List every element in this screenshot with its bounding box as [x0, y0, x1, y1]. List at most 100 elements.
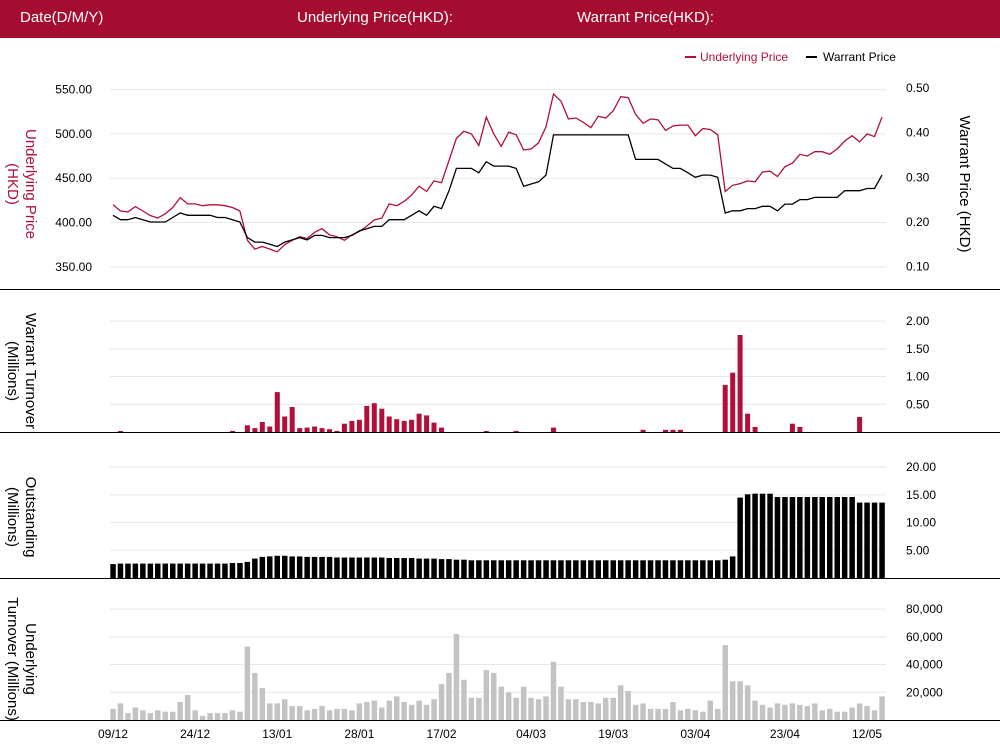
- outstanding-bar: [565, 560, 572, 578]
- underlying-turnover-bar: [446, 672, 452, 720]
- underlying-turnover-bar: [662, 708, 669, 720]
- outstanding-tick-label: 20.00: [906, 460, 936, 474]
- outstanding-bar: [311, 556, 318, 578]
- underlying-turnover-tick-label: 20,000: [906, 685, 943, 699]
- underlying-turnover-bar: [864, 706, 870, 720]
- underlying-turnover-bar: [625, 690, 631, 720]
- underlying-turnover-axis-label: Underlying: [22, 623, 39, 695]
- underlying-turnover-bar: [199, 715, 206, 720]
- outstanding-bar: [296, 556, 303, 578]
- underlying-turnover-bar: [431, 699, 437, 720]
- outstanding-bar: [827, 497, 833, 578]
- outstanding-bar: [379, 557, 385, 578]
- underlying-turnover-bar: [513, 697, 519, 720]
- outstanding-bar: [722, 559, 728, 578]
- outstanding-bar: [192, 563, 198, 578]
- underlying-turnover-bar: [789, 703, 796, 720]
- underlying-turnover-bar: [416, 700, 422, 720]
- underlying-turnover-bar: [550, 661, 557, 720]
- underlying-turnover-bar: [580, 702, 587, 720]
- warrant-turnover-bar: [730, 372, 736, 432]
- x-tick-label: 09/12: [98, 727, 128, 741]
- underlying-turnover-bar: [670, 702, 676, 720]
- outstanding-bar: [491, 560, 497, 578]
- outstanding-bar: [849, 497, 855, 578]
- outstanding-bar: [670, 560, 676, 578]
- underlying-turnover-bar: [617, 685, 624, 720]
- outstanding-bar: [864, 502, 870, 578]
- underlying-turnover-bar: [177, 702, 183, 720]
- underlying-turnover-bar: [707, 700, 713, 720]
- warrant-turnover-axis-label: (Millions): [4, 341, 21, 401]
- underlying-turnover-bar: [274, 703, 280, 720]
- outstanding-bar: [752, 493, 758, 578]
- underlying-turnover-bar: [595, 703, 601, 720]
- outstanding-bar: [744, 494, 751, 578]
- warrant-turnover-bar: [431, 422, 437, 432]
- outstanding-bar: [207, 563, 213, 578]
- warrant-turnover-bar: [663, 429, 668, 432]
- warrant-turnover-bar: [244, 425, 250, 432]
- outstanding-bar: [199, 563, 206, 578]
- outstanding-bar: [685, 560, 691, 578]
- underlying-turnover-bar: [685, 708, 691, 720]
- underlying-turnover-bar: [207, 713, 213, 720]
- underlying-turnover-tick-label: 40,000: [906, 658, 943, 672]
- outstanding-bar: [662, 560, 669, 578]
- warrant-turnover-bar: [230, 430, 235, 432]
- warrant-turnover-bar: [364, 405, 370, 432]
- underlying-turnover-bar: [498, 686, 504, 720]
- outstanding-bar: [535, 560, 542, 578]
- outstanding-bar: [453, 559, 460, 578]
- underlying-turnover-bar: [408, 704, 415, 721]
- underlying-turnover-bar: [461, 679, 467, 720]
- outstanding-bar: [505, 560, 512, 578]
- warrant-turnover-bar: [551, 427, 556, 432]
- outstanding-bar: [543, 560, 549, 578]
- outstanding-bar: [446, 559, 452, 578]
- underlying-turnover-bar: [140, 710, 146, 720]
- underlying-turnover-bar: [379, 707, 385, 720]
- underlying-turnover-bar: [296, 706, 303, 720]
- outstanding-bar: [125, 563, 131, 578]
- chart-area: 350.00 400.00 450.00 500.00 550.00 0.10 0.20 0.…: [0, 50, 1000, 741]
- outstanding-bar: [603, 560, 609, 578]
- underlying-turnover-bar: [692, 710, 699, 720]
- underlying-turnover-bar: [110, 708, 116, 720]
- underlying-turnover-bar: [603, 697, 609, 720]
- outstanding-bar: [416, 558, 422, 578]
- outstanding-bar: [274, 555, 280, 578]
- outstanding-bar: [184, 563, 191, 578]
- outstanding-axis-label: (Millions): [4, 487, 21, 547]
- outstanding-bar: [804, 497, 811, 578]
- outstanding-bar: [244, 561, 251, 578]
- underlying-turnover-bar: [804, 706, 811, 720]
- underlying-turnover-bar: [252, 672, 258, 720]
- warrant-turnover-bar: [386, 416, 392, 432]
- outstanding-bar: [580, 560, 587, 578]
- underlying-turnover-bar: [214, 713, 221, 720]
- warrant-turnover-bar: [394, 419, 400, 432]
- outstanding-bar: [528, 560, 534, 578]
- underlying-turnover-bar: [767, 707, 773, 720]
- warrant-turnover-bar: [409, 419, 415, 432]
- underlying-turnover-bar: [371, 700, 378, 720]
- warrant-turnover-bar: [737, 335, 743, 432]
- outstanding-bar: [237, 563, 243, 578]
- warrant-turnover-bar: [289, 407, 295, 432]
- underlying-turnover-bar: [401, 702, 407, 720]
- warrant-turnover-bar: [401, 420, 407, 432]
- underlying-turnover-bar: [267, 703, 273, 720]
- underlying-turnover-bar: [700, 711, 706, 720]
- outstanding-bar: [595, 560, 601, 578]
- outstanding-bar: [520, 560, 527, 578]
- warrant-turnover-bar: [513, 430, 519, 432]
- underlying-turnover-bar: [752, 700, 758, 720]
- outstanding-bar: [371, 557, 378, 578]
- underlying-turnover-bar: [453, 634, 460, 720]
- right-tick-label: 0.20: [906, 215, 930, 229]
- outstanding-bar: [550, 560, 557, 578]
- outstanding-bar: [423, 558, 430, 578]
- right-tick-label: 0.30: [906, 170, 930, 184]
- warrant-turnover-bar: [319, 428, 325, 432]
